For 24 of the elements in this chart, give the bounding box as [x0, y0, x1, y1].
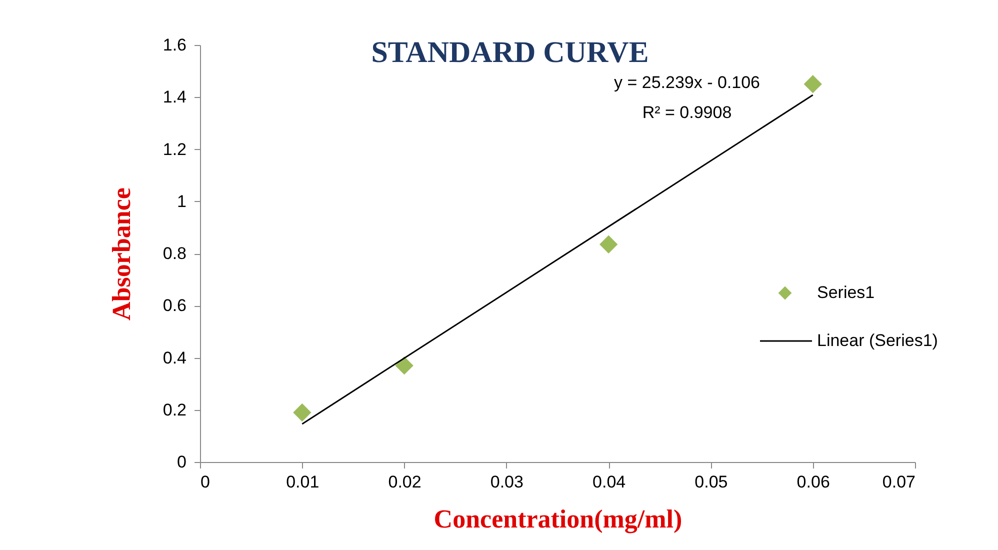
chart-title: STANDARD CURVE: [371, 36, 649, 69]
y-axis-title: Absorbance: [106, 188, 136, 320]
y-tick-label: 0.4: [162, 348, 186, 368]
x-axis-title: Concentration(mg/ml): [434, 504, 682, 534]
x-tick-label: 0.05: [694, 472, 728, 492]
y-tick-label: 1.2: [162, 140, 186, 159]
y-tick-label: 0: [177, 452, 186, 472]
x-tick-label: 0.02: [388, 472, 422, 492]
annotation: R² = 0.9908: [642, 103, 732, 122]
y-tick-label: 0.2: [162, 400, 186, 420]
x-tick-label: 0: [200, 472, 210, 492]
x-tick-label: 0.07: [882, 472, 916, 492]
annotation: y = 25.239x - 0.106: [614, 73, 760, 92]
legend-label: Linear (Series1): [817, 331, 938, 350]
x-tick-label: 0.03: [490, 472, 524, 492]
y-tick-label: 1.6: [162, 36, 186, 54]
y-tick-label: 1.4: [162, 88, 186, 107]
y-tick-label: 1: [177, 192, 186, 211]
y-tick-label: 0.8: [162, 244, 186, 263]
legend-label: Series1: [817, 283, 875, 302]
x-tick-label: 0.01: [286, 472, 320, 492]
x-tick-label: 0.04: [592, 472, 626, 492]
x-tick-label: 0.06: [796, 472, 830, 492]
y-tick-label: 0.6: [162, 296, 186, 316]
